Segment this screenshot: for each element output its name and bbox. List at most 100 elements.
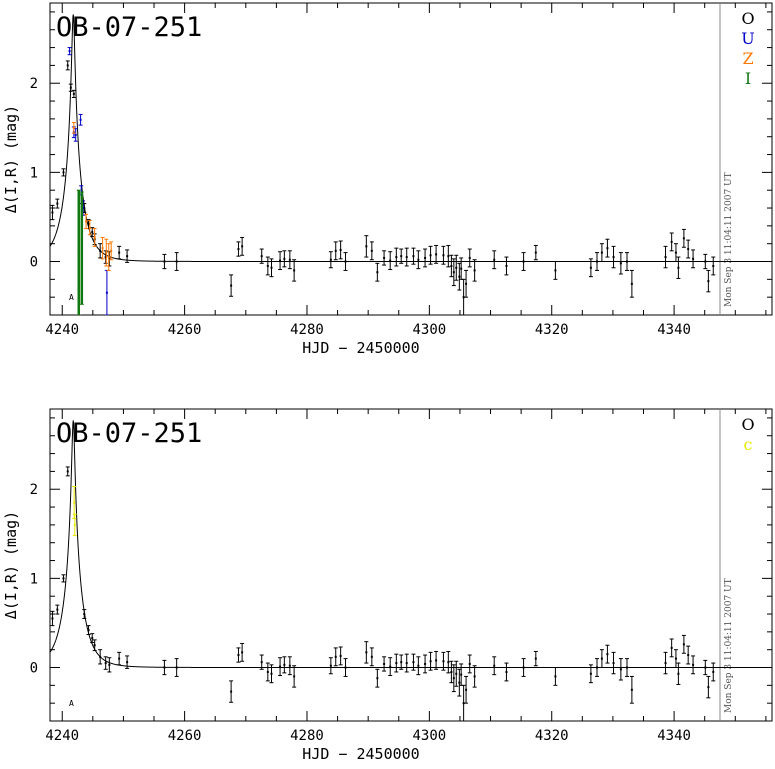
data-point	[174, 658, 179, 677]
y-tick-label: 2	[30, 76, 38, 92]
data-point	[669, 638, 674, 658]
data-point	[703, 659, 708, 676]
x-tick-label: 4280	[290, 728, 324, 744]
data-point	[55, 198, 60, 209]
data-point	[103, 656, 108, 670]
y-tick-label: 2	[30, 482, 38, 498]
data-point	[278, 251, 283, 271]
data-point	[595, 658, 600, 677]
data-point	[98, 243, 103, 259]
data-point	[87, 220, 92, 236]
data-point	[703, 253, 708, 270]
y-tick-label: 0	[30, 661, 38, 677]
data-point	[428, 651, 433, 671]
data-point	[71, 121, 76, 134]
event-marker-label: A	[69, 293, 74, 302]
x-tick-label: 4340	[657, 322, 691, 338]
data-point	[454, 254, 459, 281]
data-point	[388, 251, 393, 271]
y-tick-label: 1	[30, 571, 38, 587]
data-point	[90, 227, 95, 238]
data-point	[423, 654, 428, 674]
data-point	[711, 662, 716, 682]
event-title: OB-07-251	[56, 12, 202, 43]
data-point	[399, 654, 404, 670]
data-point	[676, 256, 681, 279]
data-point	[269, 664, 274, 684]
data-point	[411, 247, 416, 265]
data-point	[451, 258, 456, 287]
data-point	[618, 658, 623, 681]
event-marker-label: A	[69, 699, 74, 708]
data-point	[106, 243, 111, 271]
data-point	[461, 684, 466, 721]
data-point	[464, 269, 469, 298]
data-point	[706, 675, 711, 699]
data-point	[259, 654, 264, 670]
data-point	[663, 245, 668, 269]
data-point	[605, 644, 610, 664]
legend-entry-z: Z	[742, 49, 753, 68]
data-point	[82, 609, 87, 619]
data-point	[287, 656, 292, 676]
data-point	[434, 244, 439, 264]
y-axis-title: Δ(I,R) (mag)	[2, 105, 20, 213]
x-tick-label: 4340	[657, 728, 691, 744]
data-point	[65, 60, 70, 71]
series-z	[71, 121, 114, 271]
data-point	[464, 675, 469, 704]
model-curve	[50, 14, 772, 263]
data-point	[382, 250, 387, 266]
chart-panel-2: 4240 4260 4280 4300 4320 4340 0 1 2 HJD − 2450000…	[2, 408, 773, 763]
data-point	[369, 647, 374, 667]
plot-frame	[49, 2, 773, 316]
data-point	[292, 259, 297, 282]
data-point	[394, 653, 399, 673]
data-point	[72, 513, 77, 537]
y-tick-label: 1	[30, 165, 38, 181]
data-point	[107, 657, 112, 673]
data-point	[109, 241, 114, 261]
data-point	[492, 250, 497, 270]
chart-panel-1: 4240 4260 4280 4300 4320 4340 0 1 2 HJD − 2450000…	[2, 2, 773, 357]
data-point	[451, 664, 456, 693]
data-point	[388, 657, 393, 677]
data-point	[629, 269, 634, 298]
data-point	[98, 649, 103, 665]
data-point	[229, 274, 234, 297]
data-point	[76, 189, 81, 315]
data-point	[338, 240, 343, 260]
data-point	[259, 248, 264, 264]
data-point	[84, 213, 89, 230]
data-point	[236, 241, 241, 257]
data-point	[73, 128, 78, 142]
data-point	[411, 653, 416, 671]
data-point	[504, 662, 509, 682]
data-point	[282, 250, 287, 268]
data-point	[454, 660, 459, 687]
plot-frame	[49, 408, 773, 722]
data-point	[369, 241, 374, 261]
data-point	[328, 251, 333, 269]
y-axis-title: Δ(I,R) (mag)	[2, 511, 20, 619]
data-point	[90, 633, 95, 644]
data-point	[117, 245, 122, 260]
data-point	[504, 256, 509, 276]
data-point	[416, 250, 421, 270]
data-point	[691, 655, 696, 675]
data-point	[125, 249, 130, 263]
data-point	[92, 639, 97, 652]
data-point	[467, 654, 472, 674]
data-point	[287, 250, 292, 270]
data-point	[278, 657, 283, 677]
data-point	[669, 232, 674, 252]
data-point	[457, 668, 462, 697]
data-point	[174, 252, 179, 271]
data-point	[162, 659, 167, 676]
data-point	[61, 168, 66, 177]
data-point	[521, 252, 526, 271]
data-point	[441, 245, 446, 265]
data-point	[61, 574, 66, 583]
